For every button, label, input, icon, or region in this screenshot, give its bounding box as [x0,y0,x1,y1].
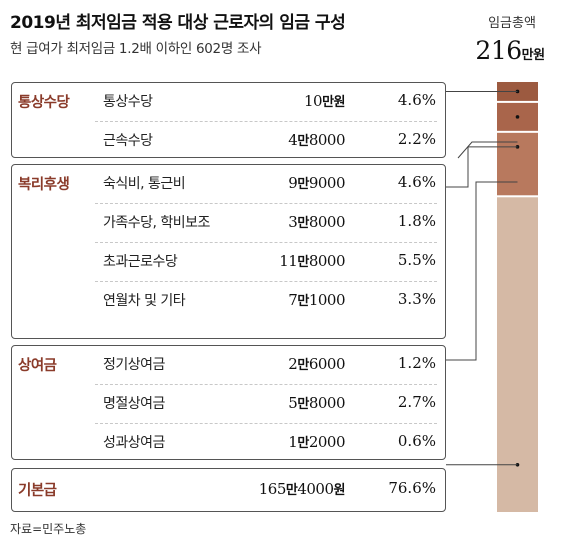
amount-unit: 원 [333,483,346,498]
amount-number: 7 [288,291,298,309]
row-divider [95,423,437,424]
group-box [11,468,446,512]
total-number: 216 [475,36,522,65]
item-amount: 11만8000 [200,251,345,270]
amount-number: 1000 [308,291,346,309]
connector-line [457,141,518,159]
amount-unit: 만 [297,397,309,412]
chart-title: 2019년 최저임금 적용 대상 근로자의 임금 구성 [10,13,346,33]
item-name: 근속수당 [103,133,153,149]
item-percent: 3.3% [397,290,436,308]
bar-dot [515,115,520,119]
item-percent: 0.6% [397,432,436,450]
item-amount: 2만6000 [200,354,345,373]
item-name: 통상수당 [103,94,153,110]
item-name: 초과근로수당 [103,254,178,270]
amount-number: 2 [288,355,298,373]
item-percent: 5.5% [397,251,436,269]
item-percent: 4.6% [397,91,436,109]
amount-unit: 만 [297,177,309,192]
amount-unit: 만 [297,436,309,451]
amount-number: 6000 [308,355,346,373]
item-amount: 165만4000원 [200,479,346,498]
amount-number: 2000 [308,433,346,451]
amount-number: 9 [288,174,298,192]
item-amount: 7만1000 [200,290,345,309]
item-amount: 5만8000 [200,393,345,412]
item-name: 정기상여금 [103,357,165,373]
amount-unit: 만 [297,134,309,149]
row-divider [95,242,437,243]
amount-number: 4000 [297,480,334,498]
amount-unit: 만 [297,294,309,309]
row-divider [95,203,437,204]
item-amount: 4만8000 [200,130,345,149]
bar-segment [497,197,538,513]
item-amount: 3만8000 [200,212,345,231]
bar-segment [497,132,538,196]
amount-number: 4 [288,131,298,149]
item-percent: 2.2% [397,130,436,148]
group-label: 복리후생 [18,177,70,193]
item-name: 연월차 및 기타 [103,293,186,309]
item-percent: 2.7% [397,393,436,411]
chart-subtitle: 현 급여가 최저임금 1.2배 이하인 602명 조사 [10,41,262,57]
amount-number: 8000 [308,394,346,412]
group-box [11,164,446,339]
row-divider [95,121,437,122]
amount-number: 165 [258,480,287,498]
amount-number: 8000 [308,252,346,270]
total-label: 임금총액 [488,16,536,31]
item-amount: 1만2000 [200,432,345,451]
amount-number: 8000 [308,213,346,231]
connector-line [446,181,518,361]
amount-unit: 만 [297,216,309,231]
group-box [11,345,446,460]
connector-line [446,146,518,188]
source-note: 자료=민주노총 [10,522,87,536]
item-percent: 76.6% [388,479,436,497]
item-amount: 10만원 [200,91,346,110]
row-divider [95,281,437,282]
item-name: 가족수당, 학비보조 [103,215,210,231]
amount-number: 1 [288,433,298,451]
amount-unit: 만 [297,358,309,373]
group-label: 통상수당 [18,95,70,111]
amount-number: 10 [303,92,323,110]
amount-unit: 만 [297,255,309,270]
item-name: 숙식비, 통근비 [103,176,186,192]
item-percent: 4.6% [397,173,436,191]
amount-unit: 만 [285,483,298,498]
item-percent: 1.2% [397,354,436,372]
group-box [11,82,446,158]
total-unit: 만원 [521,48,545,63]
amount-number: 11 [279,252,298,270]
group-label: 상여금 [18,358,57,374]
amount-number: 8000 [308,131,346,149]
amount-number: 9000 [308,174,346,192]
item-name: 명절상여금 [103,396,165,412]
item-percent: 1.8% [397,212,436,230]
group-label: 기본급 [18,483,57,499]
amount-unit: 만원 [322,95,345,110]
amount-number: 5 [288,394,298,412]
row-divider [95,384,437,385]
item-name: 성과상여금 [103,435,165,451]
item-amount: 9만9000 [200,173,345,192]
amount-number: 3 [288,213,298,231]
total-value: 216만원 [455,36,565,65]
